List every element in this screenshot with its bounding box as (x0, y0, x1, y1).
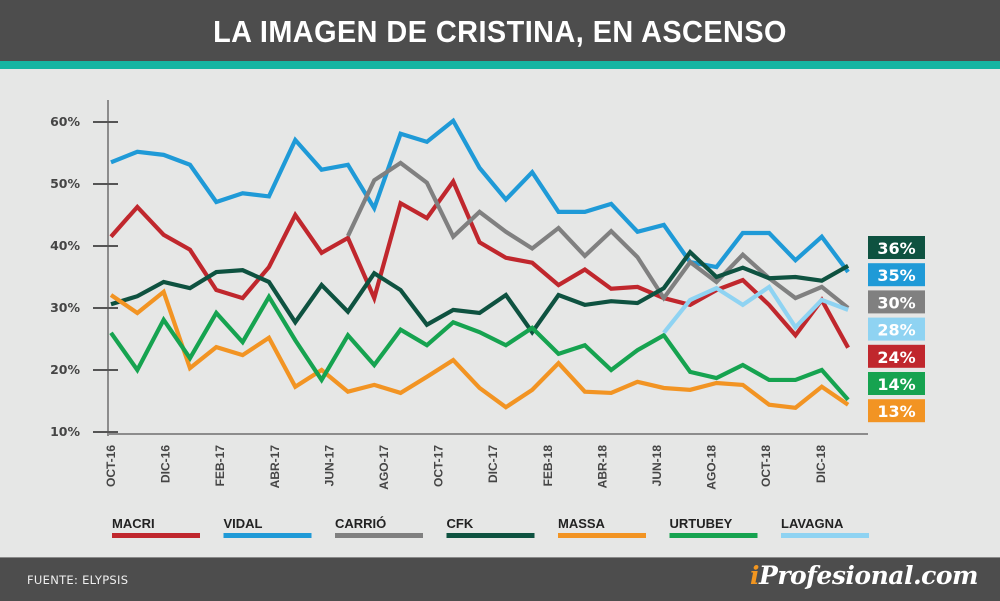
end-label-lavagna: 28% (877, 321, 915, 340)
end-label-vidal: 35% (877, 266, 915, 285)
x-tick-label: FEB-18 (541, 445, 555, 487)
x-tick-label: ABR-18 (595, 445, 609, 489)
y-tick-label: 60% (50, 114, 80, 129)
legend-swatch-vidal (223, 533, 312, 538)
legend-label-cfk: CFK (447, 516, 474, 531)
legend-swatch-carri (335, 533, 423, 538)
legend-label-massa: MASSA (558, 516, 606, 531)
x-axis-ticks: OCT-16 DIC-16 FEB-17 ABR-17 JUN-17 AGO-17 OCT-… (104, 445, 828, 490)
legend-swatch-macri (112, 533, 200, 538)
y-tick-label: 50% (50, 176, 80, 191)
end-label-cfk: 36% (877, 239, 915, 258)
series-line-lavagna (662, 283, 849, 335)
end-label-macri: 24% (877, 348, 915, 367)
legend-label-vidal: VIDAL (224, 516, 263, 531)
y-tick-label: 30% (50, 300, 80, 315)
legend-swatch-cfk (446, 533, 535, 538)
series-line-massa (109, 288, 850, 411)
series-line-urtubey (109, 292, 850, 402)
end-label-box-vidal (868, 263, 925, 287)
series-line-vidal (110, 117, 850, 274)
y-axis-ticks: 10% 20% 30% 40% 50% 60% (50, 114, 118, 439)
y-tick-label: 10% (50, 424, 80, 439)
accent-divider (0, 61, 1000, 69)
series-line-macri (109, 177, 850, 349)
legend: MACRI VIDAL CARRIÓ CFK MASSA URTUBEY LAVAGNA (112, 516, 869, 538)
x-tick-label: OCT-17 (432, 445, 446, 487)
end-label-carri: 30% (877, 293, 915, 312)
legend-label-macri: MACRI (112, 516, 155, 531)
x-tick-label: DIC-17 (486, 445, 500, 483)
end-label-box-massa (868, 399, 925, 423)
x-tick-label: FEB-17 (213, 445, 227, 487)
brand-logo: iProfesional.com (750, 561, 978, 590)
legend-label-urtubey: URTUBEY (670, 516, 733, 531)
x-tick-label: JUN-17 (322, 445, 336, 487)
brand-logo-i: i (750, 561, 760, 590)
series-lines (109, 117, 850, 411)
line-chart: 10% 20% 30% 40% 50% 60% OCT-16 DIC-16 FEB-17 ABR… (50, 100, 925, 538)
brand-logo-text: Profesional.com (759, 561, 978, 590)
legend-label-carri: CARRIÓ (335, 516, 386, 531)
legend-swatch-urtubey (669, 533, 758, 538)
end-value-labels: 36% 35% 30% 28% 24% 14% 13% (868, 236, 925, 423)
axes (107, 100, 868, 436)
end-label-box-urtubey (868, 372, 925, 395)
x-tick-label: AGO-17 (377, 445, 391, 490)
end-label-massa: 13% (877, 402, 915, 421)
end-label-urtubey: 14% (877, 375, 915, 394)
legend-label-lavagna: LAVAGNA (781, 516, 844, 531)
end-label-box-lavagna (868, 317, 925, 341)
legend-swatch-massa (558, 533, 646, 538)
y-tick-label: 40% (50, 238, 80, 253)
source-note: FUENTE: ELYPSIS (27, 573, 129, 587)
x-tick-label: DIC-16 (159, 445, 173, 483)
header-bar: LA IMAGEN DE CRISTINA, EN ASCENSO (0, 0, 1000, 61)
x-tick-label: JUN-18 (650, 445, 664, 487)
end-label-box-carri (868, 290, 925, 314)
x-tick-label: OCT-16 (104, 445, 118, 487)
end-label-box-macri (868, 344, 925, 368)
x-tick-label: OCT-18 (759, 445, 773, 487)
x-tick-label: DIC-18 (814, 445, 828, 483)
x-tick-label: AGO-18 (705, 445, 719, 490)
legend-swatch-lavagna (781, 533, 869, 538)
chart-title: LA IMAGEN DE CRISTINA, EN ASCENSO (213, 14, 787, 49)
series-line-cfk (110, 249, 850, 336)
y-tick-label: 20% (50, 362, 80, 377)
x-tick-label: ABR-17 (268, 445, 282, 489)
footer-bar: FUENTE: ELYPSIS iProfesional.com (0, 557, 1000, 601)
end-label-box-cfk (868, 236, 925, 259)
